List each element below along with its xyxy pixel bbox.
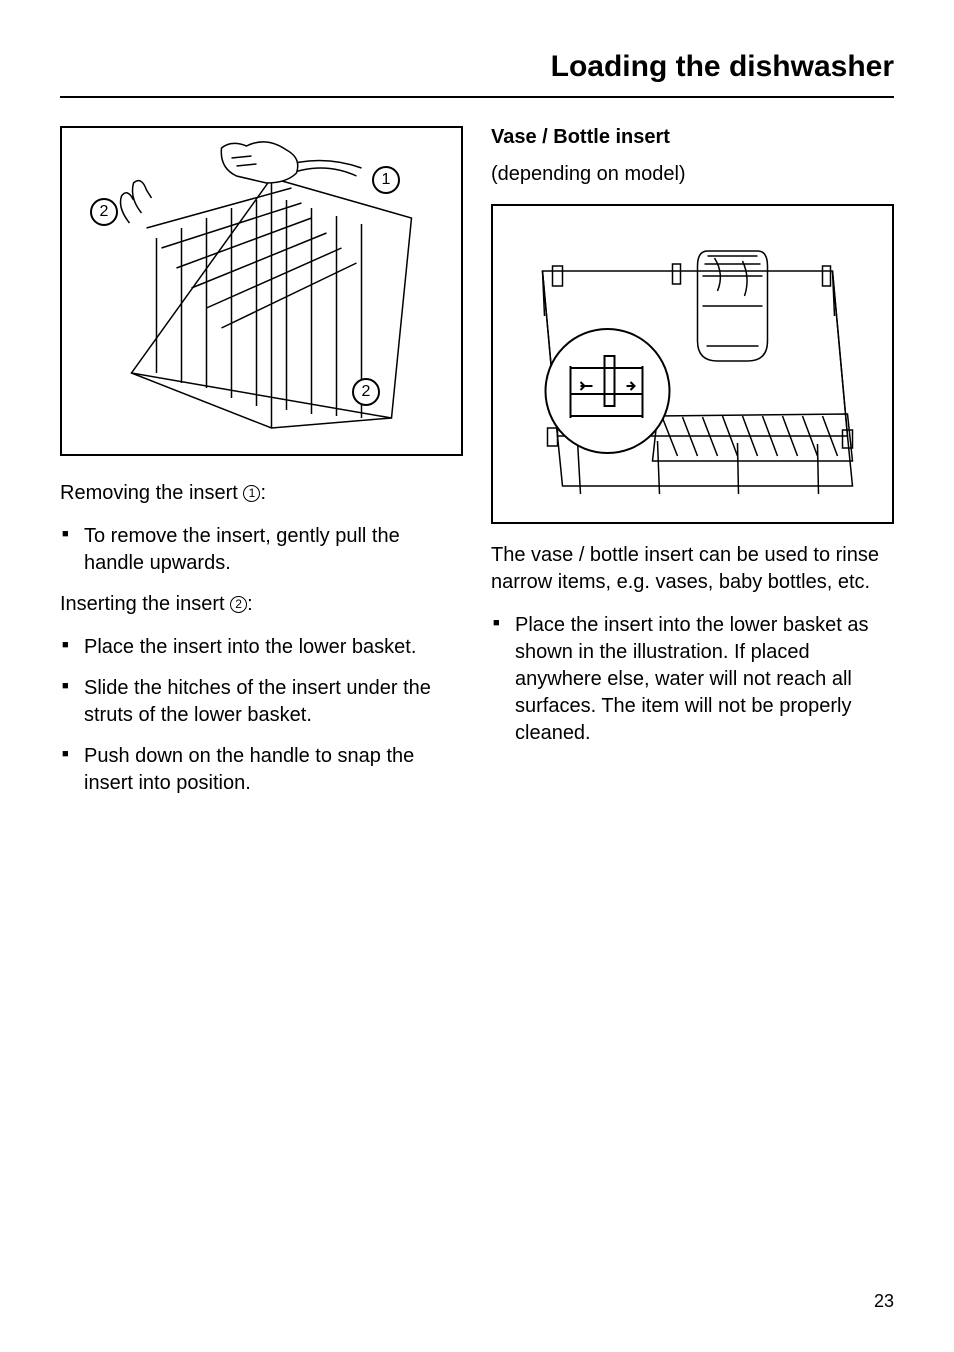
callout-number-icon: 1 <box>372 166 400 194</box>
list-item: Place the insert into the lower basket a… <box>491 612 894 747</box>
left-column: 1 2 2 Removing the insert 1: To remove the… <box>60 126 463 811</box>
basket-insert-illustration <box>62 128 461 454</box>
circled-number-icon: 2 <box>230 596 247 613</box>
two-column-layout: 1 2 2 Removing the insert 1: To remove the… <box>60 126 894 811</box>
label-text: Removing the insert <box>60 482 238 504</box>
subheading-text: (depending on model) <box>491 161 894 188</box>
bottle-insert-illustration <box>493 206 892 522</box>
list-item: Slide the hitches of the insert under th… <box>60 675 463 729</box>
list-item: To remove the insert, gently pull the ha… <box>60 523 463 577</box>
right-steps-list: Place the insert into the lower basket a… <box>491 612 894 747</box>
body-paragraph: The vase / bottle insert can be used to … <box>491 542 894 596</box>
section-heading: Vase / Bottle insert <box>491 126 894 149</box>
circled-number-icon: 1 <box>243 485 260 502</box>
list-item: Place the insert into the lower basket. <box>60 634 463 661</box>
list-item: Push down on the handle to snap the inse… <box>60 743 463 797</box>
inserting-steps-list: Place the insert into the lower basket. S… <box>60 634 463 797</box>
callout-number-icon: 2 <box>90 198 118 226</box>
removing-steps-list: To remove the insert, gently pull the ha… <box>60 523 463 577</box>
label-text: Inserting the insert <box>60 593 225 615</box>
colon-text: : <box>260 482 266 504</box>
page-number: 23 <box>874 1291 894 1312</box>
colon-text: : <box>247 593 253 615</box>
callout-number-icon: 2 <box>352 378 380 406</box>
right-column: Vase / Bottle insert (depending on model… <box>491 126 894 811</box>
insert-removal-figure: 1 2 2 <box>60 126 463 456</box>
page-title: Loading the dishwasher <box>60 50 894 98</box>
removing-intro-text: Removing the insert 1: <box>60 480 463 507</box>
inserting-intro-text: Inserting the insert 2: <box>60 591 463 618</box>
vase-bottle-insert-figure <box>491 204 894 524</box>
